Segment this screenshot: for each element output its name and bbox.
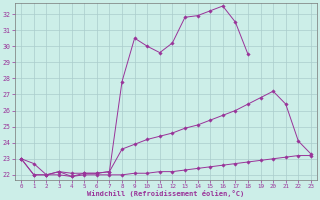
X-axis label: Windchill (Refroidissement éolien,°C): Windchill (Refroidissement éolien,°C) [87,190,245,197]
